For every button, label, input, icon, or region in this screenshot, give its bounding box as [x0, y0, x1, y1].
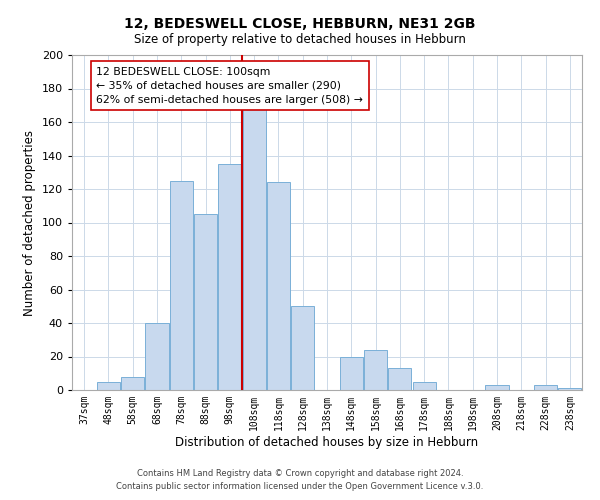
Text: Size of property relative to detached houses in Hebburn: Size of property relative to detached ho… [134, 32, 466, 46]
Bar [291, 306, 314, 390]
Bar [364, 350, 387, 390]
Bar [388, 368, 412, 390]
Bar [170, 180, 193, 390]
Text: Contains HM Land Registry data © Crown copyright and database right 2024.
Contai: Contains HM Land Registry data © Crown c… [116, 470, 484, 491]
Bar [267, 182, 290, 390]
Bar [242, 108, 266, 390]
Y-axis label: Number of detached properties: Number of detached properties [23, 130, 36, 316]
Bar [145, 323, 169, 390]
Bar [534, 385, 557, 390]
Bar [121, 376, 144, 390]
Bar [218, 164, 241, 390]
Text: 12, BEDESWELL CLOSE, HEBBURN, NE31 2GB: 12, BEDESWELL CLOSE, HEBBURN, NE31 2GB [124, 18, 476, 32]
Bar [97, 382, 120, 390]
Bar [340, 356, 363, 390]
Text: 12 BEDESWELL CLOSE: 100sqm
← 35% of detached houses are smaller (290)
62% of sem: 12 BEDESWELL CLOSE: 100sqm ← 35% of deta… [96, 66, 363, 104]
Bar [413, 382, 436, 390]
Bar [559, 388, 581, 390]
Bar [485, 385, 509, 390]
X-axis label: Distribution of detached houses by size in Hebburn: Distribution of detached houses by size … [175, 436, 479, 448]
Bar [194, 214, 217, 390]
